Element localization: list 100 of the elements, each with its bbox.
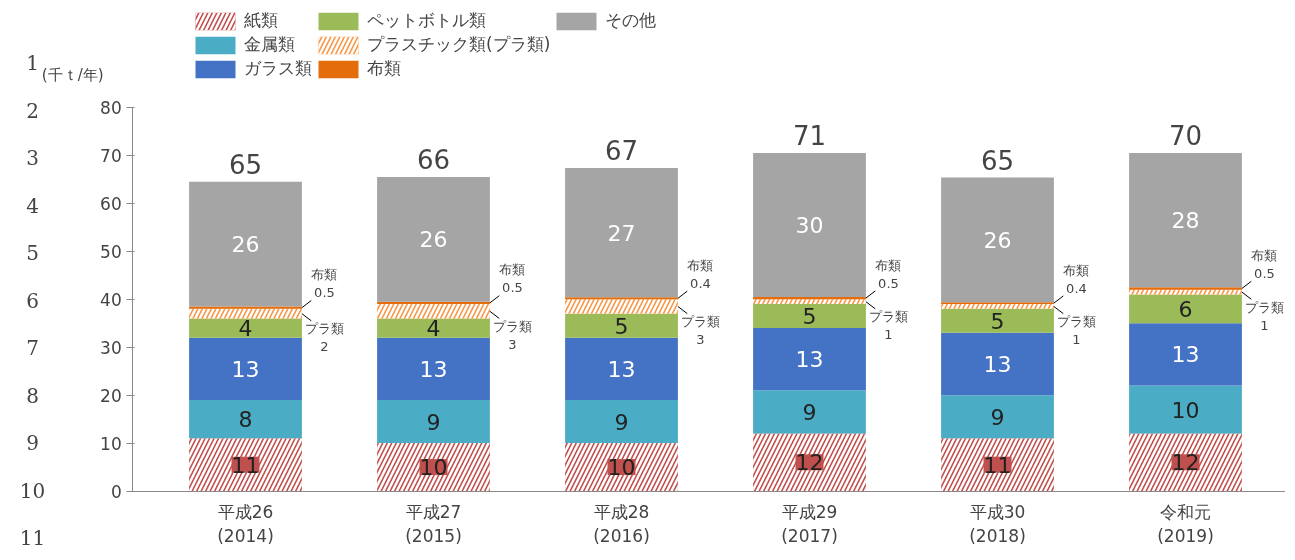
text: 11 — [19, 526, 46, 550]
data-label: プラ類 3 — [680, 313, 720, 347]
data-label: 布類 0.5 — [499, 262, 526, 296]
data-label: プラ類 3 — [492, 318, 532, 352]
text: 6 — [26, 288, 39, 313]
y-tick-label: 30 — [100, 337, 122, 358]
bar — [753, 304, 866, 329]
total-label: 71 — [792, 121, 827, 152]
bar — [189, 306, 302, 309]
data-label: 11 — [231, 452, 260, 478]
y-tick-label: 20 — [100, 385, 122, 406]
bar — [189, 181, 302, 307]
text: 4 — [26, 193, 39, 218]
y-axis-title: (千ｔ/年) — [41, 65, 104, 84]
data-label: 布類 0.4 — [687, 257, 714, 291]
legend-label: 金属類 — [244, 33, 295, 56]
data-label: 布類 0.5 — [875, 257, 902, 291]
data-label: 6 — [1178, 296, 1193, 322]
bar — [941, 332, 1054, 396]
data-label: 9 — [614, 409, 629, 435]
data-label: 5 — [614, 313, 629, 339]
bar — [377, 318, 490, 338]
bar — [1129, 153, 1242, 288]
data-label: 12 — [1171, 450, 1200, 476]
data-label: 26 — [231, 232, 260, 258]
x-tick-label: 令和元 (2019) — [1157, 502, 1214, 547]
data-label: 13 — [795, 347, 824, 373]
bar — [941, 177, 1054, 303]
data-label: プラ類 1 — [1056, 313, 1096, 347]
text: 5 — [26, 241, 39, 265]
y-tick-label: 10 — [100, 433, 122, 454]
bar — [565, 167, 678, 298]
y-tick-label: 80 — [100, 98, 122, 119]
bar — [189, 337, 302, 400]
data-label: 13 — [1171, 342, 1200, 368]
bar — [377, 399, 490, 444]
data-label: 13 — [231, 356, 260, 382]
bar — [1129, 385, 1242, 434]
text: 3 — [26, 146, 39, 170]
data-label: 9 — [802, 399, 817, 425]
data-label: 9 — [426, 409, 441, 435]
data-label: 11 — [983, 452, 1012, 478]
data-label: プラ類 2 — [304, 321, 344, 355]
bar — [377, 337, 490, 400]
legend-label: ペットボトル類 — [367, 9, 486, 32]
data-label: 13 — [607, 356, 636, 382]
total-label: 66 — [416, 145, 451, 176]
data-label: 10 — [419, 455, 448, 481]
y-tick-label: 0 — [110, 481, 122, 502]
x-tick-label: 平成27 (2015) — [405, 502, 462, 547]
legend-label: その他 — [605, 9, 657, 32]
data-label: 10 — [607, 455, 636, 481]
data-label: 8 — [238, 407, 253, 433]
data-label: 布類 0.5 — [1251, 248, 1278, 282]
text: 10 — [19, 478, 46, 503]
legend-label: 紙類 — [244, 9, 278, 32]
bar — [565, 399, 678, 444]
data-label: プラ類 1 — [868, 309, 908, 343]
bar — [753, 153, 866, 297]
bar — [565, 337, 678, 400]
bar — [377, 177, 490, 302]
y-tick-label: 50 — [100, 241, 122, 262]
y-tick-label: 40 — [100, 289, 122, 310]
x-tick-label: 平成26 (2014) — [217, 502, 274, 547]
x-tick-label: 平成30 (2018) — [969, 502, 1026, 547]
text: 1 — [26, 51, 39, 75]
legend-label: プラスチック類(プラ類) — [367, 33, 551, 56]
data-label: 13 — [419, 356, 448, 382]
bar — [1129, 294, 1242, 324]
data-label: プラ類 1 — [1244, 299, 1284, 333]
y-tick-label: 60 — [100, 193, 122, 214]
data-label: 布類 0.4 — [1063, 262, 1090, 296]
data-label: 13 — [983, 352, 1012, 377]
legend-label: 布類 — [367, 57, 401, 80]
bar — [1129, 287, 1242, 290]
data-label: 30 — [795, 212, 824, 238]
y-tick-label: 70 — [100, 145, 122, 166]
data-label: 12 — [795, 450, 824, 476]
data-label: 9 — [990, 404, 1005, 430]
bar — [941, 395, 1054, 439]
total-label: 67 — [604, 135, 639, 166]
total-label: 65 — [980, 145, 1015, 176]
legend-label: ガラス類 — [244, 57, 312, 80]
data-label: 4 — [238, 316, 253, 342]
text: 2 — [26, 98, 39, 123]
bar — [941, 308, 1054, 333]
bar — [753, 390, 866, 434]
text: 7 — [26, 336, 39, 360]
bar — [1129, 323, 1242, 386]
bar — [189, 318, 302, 338]
data-label: 布類 0.5 — [311, 267, 338, 301]
data-label: 4 — [426, 316, 441, 342]
data-label: 5 — [990, 308, 1005, 334]
bar — [753, 328, 866, 391]
text: 8 — [26, 383, 39, 408]
x-tick-label: 平成29 (2017) — [781, 502, 838, 547]
text: 9 — [26, 431, 39, 455]
total-label: 65 — [228, 149, 263, 180]
data-label: 5 — [802, 304, 817, 330]
data-label: 26 — [419, 227, 448, 253]
